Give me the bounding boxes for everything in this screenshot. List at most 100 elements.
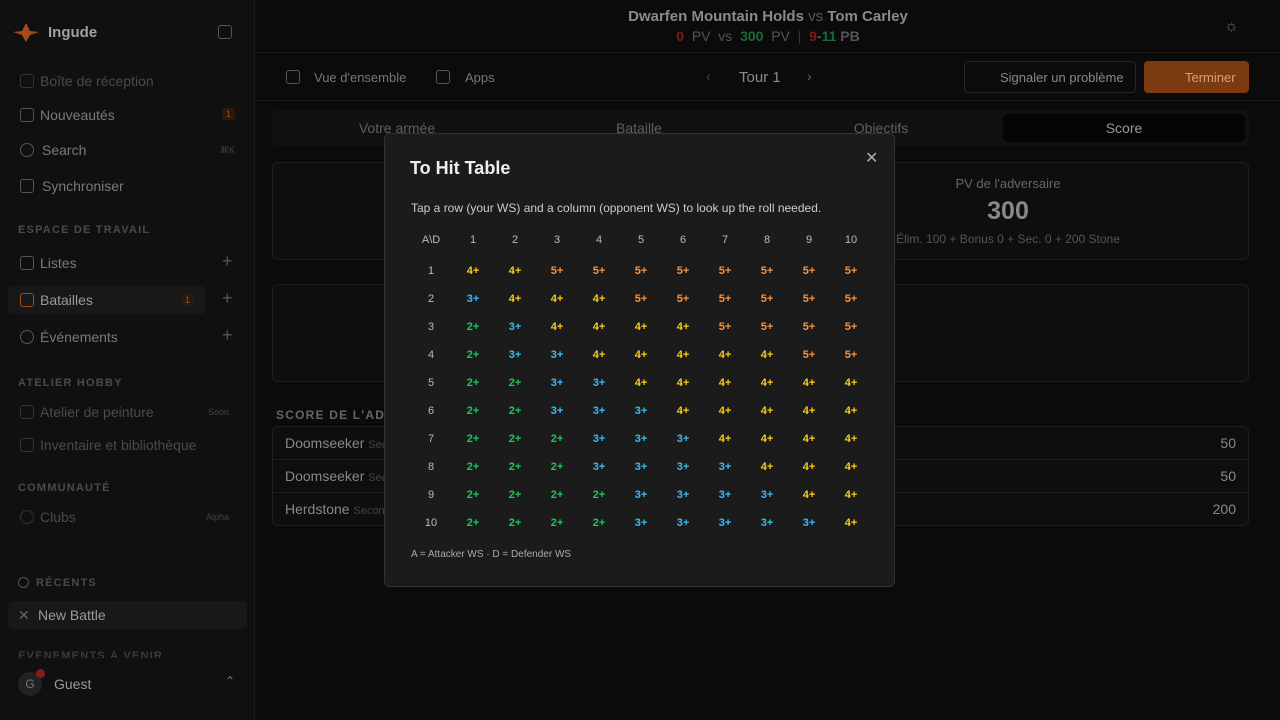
next-turn[interactable]: › bbox=[807, 68, 812, 84]
user-name[interactable]: Guest bbox=[54, 676, 92, 692]
roll-cell[interactable]: 4+ bbox=[802, 433, 816, 445]
roll-cell[interactable]: 4+ bbox=[634, 377, 648, 389]
header-cell[interactable]: 8 bbox=[763, 234, 771, 246]
tab[interactable]: Bataille bbox=[616, 120, 662, 136]
header-cell[interactable]: 8 bbox=[427, 461, 435, 473]
nav-item[interactable]: Search bbox=[42, 142, 87, 158]
header-cell[interactable]: 9 bbox=[427, 489, 435, 501]
prev-turn[interactable]: ‹ bbox=[706, 68, 711, 84]
header-cell[interactable]: 5 bbox=[637, 234, 645, 246]
roll-cell[interactable]: 2+ bbox=[550, 461, 564, 473]
roll-cell[interactable]: 4+ bbox=[592, 293, 606, 305]
roll-cell[interactable]: 4+ bbox=[718, 377, 732, 389]
roll-cell[interactable]: 4+ bbox=[550, 321, 564, 333]
roll-cell[interactable]: 4+ bbox=[676, 377, 690, 389]
roll-cell[interactable]: 3+ bbox=[676, 461, 690, 473]
roll-cell[interactable]: 5+ bbox=[760, 265, 774, 277]
roll-cell[interactable]: 3+ bbox=[634, 433, 648, 445]
nav-item[interactable]: Événements bbox=[40, 329, 118, 345]
overview-button[interactable]: Vue d'ensemble bbox=[314, 70, 407, 85]
theme-toggle[interactable]: ☼ bbox=[1224, 18, 1239, 35]
header-cell[interactable]: 10 bbox=[424, 517, 438, 529]
roll-cell[interactable]: 5+ bbox=[676, 293, 690, 305]
roll-cell[interactable]: 4+ bbox=[676, 405, 690, 417]
header-cell[interactable]: 2 bbox=[511, 234, 519, 246]
roll-cell[interactable]: 3+ bbox=[634, 489, 648, 501]
header-cell[interactable]: 6 bbox=[427, 405, 435, 417]
roll-cell[interactable]: 3+ bbox=[592, 461, 606, 473]
roll-cell[interactable]: 4+ bbox=[718, 349, 732, 361]
roll-cell[interactable]: 3+ bbox=[676, 489, 690, 501]
roll-cell[interactable]: 2+ bbox=[466, 433, 480, 445]
roll-cell[interactable]: 2+ bbox=[508, 461, 522, 473]
roll-cell[interactable]: 3+ bbox=[760, 517, 774, 529]
header-cell[interactable]: 9 bbox=[805, 234, 813, 246]
roll-cell[interactable]: 4+ bbox=[802, 377, 816, 389]
roll-cell[interactable]: 3+ bbox=[592, 433, 606, 445]
roll-cell[interactable]: 2+ bbox=[592, 517, 606, 529]
roll-cell[interactable]: 4+ bbox=[760, 377, 774, 389]
roll-cell[interactable]: 2+ bbox=[550, 517, 564, 529]
apps-button[interactable]: Apps bbox=[465, 70, 495, 85]
tab[interactable]: Objectifs bbox=[853, 120, 909, 136]
roll-cell[interactable]: 5+ bbox=[802, 293, 816, 305]
roll-cell[interactable]: 5+ bbox=[844, 293, 858, 305]
roll-cell[interactable]: 5+ bbox=[802, 349, 816, 361]
roll-cell[interactable]: 2+ bbox=[466, 517, 480, 529]
roll-cell[interactable]: 5+ bbox=[760, 293, 774, 305]
roll-cell[interactable]: 3+ bbox=[592, 405, 606, 417]
roll-cell[interactable]: 5+ bbox=[844, 265, 858, 277]
add-button[interactable]: + bbox=[222, 288, 233, 308]
roll-cell[interactable]: 2+ bbox=[550, 433, 564, 445]
roll-cell[interactable]: 5+ bbox=[718, 265, 732, 277]
roll-cell[interactable]: 2+ bbox=[466, 405, 480, 417]
roll-cell[interactable]: 3+ bbox=[634, 517, 648, 529]
report-button[interactable] bbox=[964, 61, 1136, 93]
roll-cell[interactable]: 5+ bbox=[844, 349, 858, 361]
roll-cell[interactable]: 5+ bbox=[634, 293, 648, 305]
roll-cell[interactable]: 4+ bbox=[802, 489, 816, 501]
tab[interactable]: Votre armée bbox=[358, 120, 436, 136]
header-cell[interactable]: 5 bbox=[427, 377, 435, 389]
nav-item[interactable]: Batailles bbox=[40, 292, 93, 308]
roll-cell[interactable]: 4+ bbox=[592, 349, 606, 361]
roll-cell[interactable]: 4+ bbox=[760, 349, 774, 361]
roll-cell[interactable]: 3+ bbox=[676, 517, 690, 529]
close-button[interactable]: ✕ bbox=[865, 150, 879, 167]
header-cell[interactable]: 7 bbox=[427, 433, 435, 445]
header-cell[interactable]: 4 bbox=[427, 349, 435, 361]
nav-item[interactable]: Listes bbox=[40, 255, 77, 271]
roll-cell[interactable]: 4+ bbox=[508, 265, 522, 277]
header-cell[interactable]: 1 bbox=[469, 234, 477, 246]
roll-cell[interactable]: 2+ bbox=[550, 489, 564, 501]
roll-cell[interactable]: 2+ bbox=[508, 517, 522, 529]
nav-item[interactable]: Atelier de peinture bbox=[40, 404, 154, 420]
roll-cell[interactable]: 4+ bbox=[550, 293, 564, 305]
roll-cell[interactable]: 2+ bbox=[508, 433, 522, 445]
roll-cell[interactable]: 3+ bbox=[718, 461, 732, 473]
roll-cell[interactable]: 4+ bbox=[844, 433, 858, 445]
roll-cell[interactable]: 2+ bbox=[508, 405, 522, 417]
roll-cell[interactable]: 4+ bbox=[760, 461, 774, 473]
roll-cell[interactable]: 2+ bbox=[592, 489, 606, 501]
header-cell[interactable]: 1 bbox=[427, 265, 435, 277]
roll-cell[interactable]: 5+ bbox=[844, 321, 858, 333]
roll-cell[interactable]: 3+ bbox=[760, 489, 774, 501]
tab[interactable]: Score bbox=[1105, 120, 1143, 136]
roll-cell[interactable]: 4+ bbox=[508, 293, 522, 305]
roll-cell[interactable]: 2+ bbox=[466, 489, 480, 501]
roll-cell[interactable]: 4+ bbox=[844, 461, 858, 473]
roll-cell[interactable]: 5+ bbox=[718, 293, 732, 305]
roll-cell[interactable]: 3+ bbox=[634, 405, 648, 417]
roll-cell[interactable]: 5+ bbox=[760, 321, 774, 333]
nav-item[interactable]: Boîte de réception bbox=[40, 73, 154, 89]
header-cell[interactable]: 3 bbox=[553, 234, 561, 246]
roll-cell[interactable]: 2+ bbox=[466, 349, 480, 361]
roll-cell[interactable]: 3+ bbox=[508, 321, 522, 333]
header-cell[interactable]: 2 bbox=[427, 293, 435, 305]
collapse-button[interactable] bbox=[218, 25, 232, 39]
finish-button[interactable] bbox=[1144, 61, 1249, 93]
nav-item[interactable]: Inventaire et bibliothèque bbox=[40, 437, 197, 453]
add-button[interactable]: + bbox=[222, 251, 233, 271]
header-cell[interactable]: 10 bbox=[844, 234, 858, 246]
